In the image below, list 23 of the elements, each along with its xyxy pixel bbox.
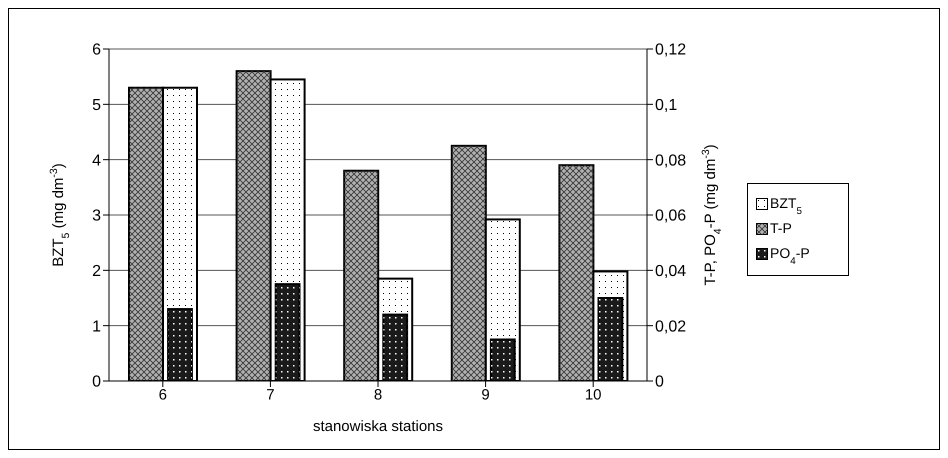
x-tick-label: 7 [266, 386, 275, 404]
y-tick-label: 4 [92, 152, 102, 170]
x-tick-label: 8 [374, 386, 382, 404]
y-tick-label: 5 [92, 97, 102, 114]
y2-tick-label: 0,02 [655, 318, 686, 336]
y2-tick-label: 0,12 [655, 42, 686, 59]
y2-tick-label: 0,1 [655, 97, 678, 114]
legend-label: PO$_{4}$-P [770, 244, 810, 266]
x-axis-title: stanowiska stations [312, 418, 444, 435]
y-tick-label: 0 [92, 374, 102, 391]
legend-label: T-P [770, 220, 792, 236]
y2-tick-label: 0,06 [655, 208, 686, 225]
y-tick-label: 3 [92, 208, 102, 225]
y-tick-label: 6 [92, 42, 102, 59]
legend-label: BZT$_{5}$ [770, 194, 802, 216]
x-tick-label: 10 [584, 386, 602, 404]
y-tick-label: 2 [92, 263, 102, 280]
x-tick-label: 9 [481, 386, 490, 404]
y2-tick-label: 0 [655, 374, 664, 391]
x-tick-label: 6 [158, 386, 167, 404]
y2-tick-label: 0,08 [655, 152, 686, 170]
y-tick-label: 1 [92, 318, 102, 336]
y2-tick-label: 0,04 [655, 263, 686, 280]
